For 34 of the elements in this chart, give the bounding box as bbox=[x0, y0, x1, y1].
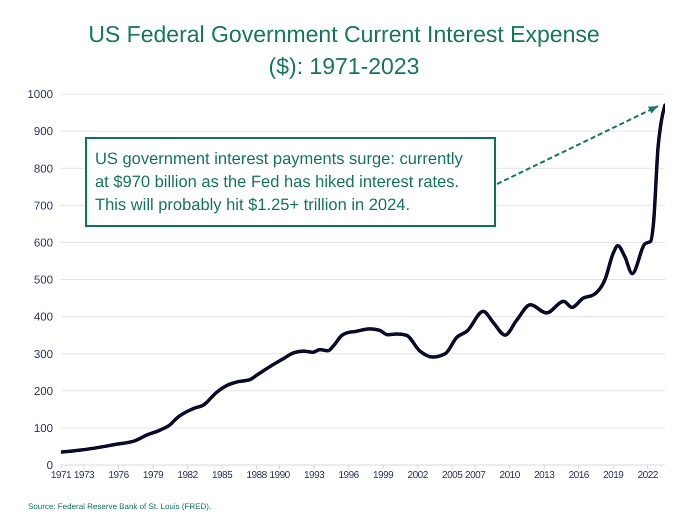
x-tick-label: 1985 bbox=[212, 470, 234, 482]
annotation: US government interest payments surge: currently at $970 billion as the Fed has hiked interest rates. This will probably hit $1.25+ trillion in 2024. bbox=[95, 150, 463, 214]
x-tick-label: 1988 bbox=[246, 470, 268, 482]
x-tick-label: 1996 bbox=[338, 470, 360, 482]
y-tick-label: 100 bbox=[34, 422, 53, 435]
y-tick-label: 400 bbox=[34, 312, 53, 324]
x-tick-label: 1973 bbox=[74, 470, 96, 482]
x-tick-label: 1999 bbox=[373, 470, 394, 482]
y-tick-label: 1000 bbox=[27, 89, 53, 102]
x-tick-label: 1990 bbox=[269, 470, 291, 482]
y-tick-label: 800 bbox=[34, 163, 53, 176]
x-tick-label: 1976 bbox=[108, 470, 130, 482]
y-tick-label: 900 bbox=[34, 126, 53, 138]
x-tick-label: 2016 bbox=[568, 470, 590, 482]
x-tick-label: 2019 bbox=[603, 470, 624, 482]
x-tick-label: 2002 bbox=[408, 470, 429, 482]
y-tick-label: 0 bbox=[46, 460, 53, 472]
y-tick-label: 700 bbox=[34, 200, 53, 212]
x-tick-label: 1993 bbox=[304, 470, 326, 482]
x-tick-label: 2013 bbox=[534, 470, 556, 482]
y-tick-label: 600 bbox=[34, 237, 53, 250]
source-note: Source: Federal Reserve Bank of St. Louis (FRED). bbox=[28, 502, 212, 511]
x-tick-label: 2022 bbox=[638, 470, 659, 482]
x-tick-label: 1979 bbox=[142, 470, 164, 482]
x-tick-label: 1982 bbox=[177, 470, 199, 482]
y-tick-label: 500 bbox=[34, 274, 53, 287]
x-tick-label: 2005 bbox=[442, 470, 464, 482]
line-series bbox=[61, 103, 665, 454]
x-tick-label: 1971 bbox=[50, 470, 72, 482]
chart-title: US Federal Government Current Interest Expense ($): 1971-2023 bbox=[88, 21, 600, 79]
x-tick-label: 2010 bbox=[500, 470, 521, 482]
y-tick-label: 300 bbox=[34, 348, 53, 361]
x-tick-label: 2007 bbox=[465, 470, 486, 482]
y-tick-label: 200 bbox=[34, 386, 53, 398]
